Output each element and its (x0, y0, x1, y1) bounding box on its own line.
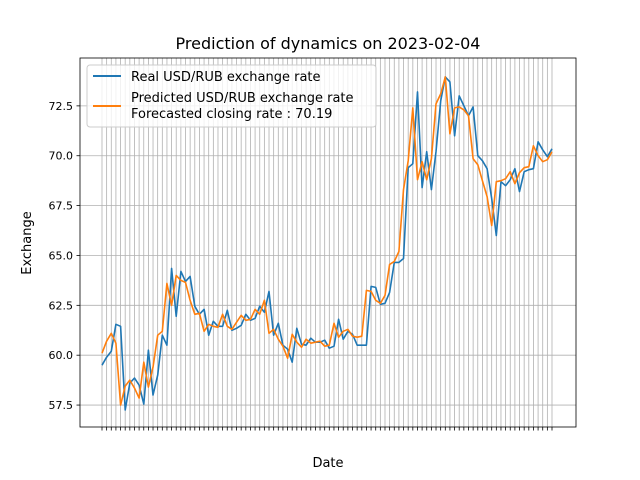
legend-entry-predicted: Predicted USD/RUB exchange rate (131, 91, 354, 106)
y-tick-label: 65.0 (49, 249, 74, 262)
series-line-real (101, 76, 553, 411)
series-line-predicted (101, 76, 553, 406)
y-tick-label: 62.5 (49, 299, 74, 312)
chart-title: Prediction of dynamics on 2023-02-04 (176, 34, 481, 53)
x-axis-ticks (101, 427, 553, 431)
y-tick-label: 57.5 (49, 399, 74, 412)
y-axis-label: Exchange (20, 211, 35, 275)
y-tick-label: 67.5 (49, 200, 74, 213)
legend-entry-forecast: Forecasted closing rate : 70.19 (131, 107, 332, 122)
legend: Real USD/RUB exchange rate Predicted USD… (86, 64, 377, 128)
series-lines (101, 76, 553, 411)
legend-box (86, 64, 377, 128)
y-tick-label: 70.0 (49, 150, 74, 163)
y-axis-ticks: 57.5 60.0 62.5 65.0 67.5 70.0 72.5 (49, 100, 80, 412)
legend-entry-real: Real USD/RUB exchange rate (131, 70, 321, 85)
plot-frame (79, 57, 577, 428)
y-tick-label: 60.0 (49, 349, 74, 362)
x-axis-label: Date (312, 456, 343, 471)
y-tick-label: 72.5 (49, 100, 74, 113)
